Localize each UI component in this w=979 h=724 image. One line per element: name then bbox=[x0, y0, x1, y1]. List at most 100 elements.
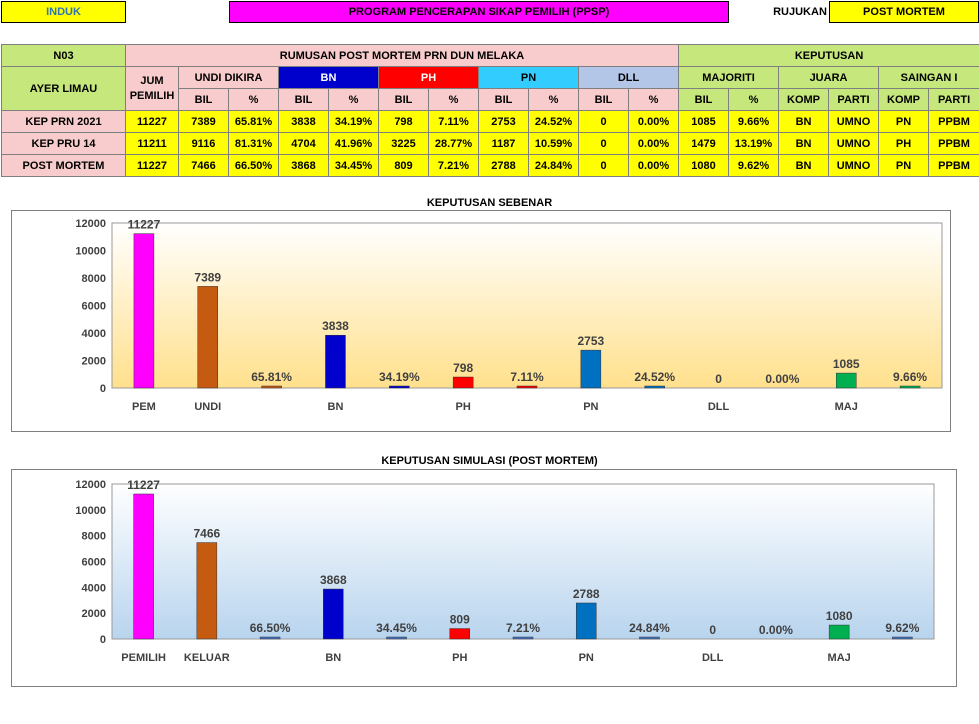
table-cell: 2753 bbox=[478, 110, 529, 133]
saingan-parti-header: PARTI bbox=[928, 88, 979, 111]
induk-button[interactable]: INDUK bbox=[1, 1, 126, 23]
bar-data-label: 11227 bbox=[127, 478, 160, 492]
category-label: BN bbox=[325, 652, 341, 664]
bar-data-label: 34.19% bbox=[379, 370, 420, 384]
saingan-komp-header: KOMP bbox=[878, 88, 930, 111]
chart-bar bbox=[639, 636, 660, 640]
table-cell: PPBM bbox=[928, 132, 979, 155]
table-cell: UMNO bbox=[828, 154, 880, 177]
y-tick-label: 12000 bbox=[75, 218, 106, 230]
table-cell: 66.50% bbox=[228, 154, 279, 177]
table-row: KEP PRN 2021 11227 7389 65.81% 3838 34.19% 798… bbox=[1, 110, 979, 133]
chart-simulasi: 0 2000 4000 6000 8000 10000 12000 11227 7466 66.5… bbox=[11, 469, 957, 687]
plot-area bbox=[111, 483, 935, 640]
table-cell: 81.31% bbox=[228, 132, 279, 155]
bar-data-label: 24.52% bbox=[634, 370, 675, 384]
table-cell: UMNO bbox=[828, 110, 880, 133]
table-cell: BN bbox=[778, 110, 830, 133]
undi-header: UNDI DIKIRA bbox=[178, 66, 279, 89]
category-label: PEMILIH bbox=[121, 652, 166, 664]
bar-data-label: 0 bbox=[715, 372, 722, 386]
table-cell: 11227 bbox=[125, 154, 179, 177]
table-cell: PPBM bbox=[928, 110, 979, 133]
table-cell: 1187 bbox=[478, 132, 529, 155]
y-tick-label: 8000 bbox=[82, 531, 106, 543]
table-cell: 34.45% bbox=[328, 154, 379, 177]
y-tick-label: 0 bbox=[100, 383, 106, 395]
bar-data-label: 1085 bbox=[833, 357, 860, 371]
chart-bar bbox=[386, 636, 407, 640]
chart-simulasi-svg: 0 2000 4000 6000 8000 10000 12000 11227 7466 66.5… bbox=[75, 478, 935, 664]
table-cell: 9.62% bbox=[728, 154, 780, 177]
category-label: KELUAR bbox=[184, 652, 230, 664]
bar-data-label: 66.50% bbox=[250, 621, 291, 635]
chart-bar bbox=[389, 385, 410, 389]
table-cell: 11211 bbox=[125, 132, 179, 155]
pn-header: PN bbox=[478, 66, 579, 89]
table-cell: 9116 bbox=[178, 132, 229, 155]
bar-data-label: 34.45% bbox=[376, 621, 417, 635]
table-cell: 798 bbox=[378, 110, 429, 133]
table-cell: 9.66% bbox=[728, 110, 780, 133]
bn-pct-header: % bbox=[328, 88, 379, 111]
maj-bil-header: BIL bbox=[678, 88, 730, 111]
jum-pemilih-header: JUM PEMILIH bbox=[125, 66, 179, 111]
bar-data-label: 3838 bbox=[322, 319, 349, 333]
table-cell: 809 bbox=[378, 154, 429, 177]
category-label: MAJ bbox=[835, 401, 858, 413]
decision-header: KEPUTUSAN bbox=[678, 44, 979, 67]
category-label: PN bbox=[579, 652, 594, 664]
table-cell: 1479 bbox=[678, 132, 730, 155]
bar-data-label: 0.00% bbox=[765, 372, 799, 386]
y-tick-label: 10000 bbox=[75, 505, 106, 517]
table-cell: 10.59% bbox=[528, 132, 579, 155]
juara-parti-header: PARTI bbox=[828, 88, 880, 111]
pn-bil-header: BIL bbox=[478, 88, 529, 111]
y-tick-label: 6000 bbox=[82, 301, 106, 313]
maj-pct-header: % bbox=[728, 88, 780, 111]
chart-bar bbox=[892, 636, 913, 640]
bar-data-label: 9.62% bbox=[885, 621, 919, 635]
bar-data-label: 9.66% bbox=[893, 370, 927, 384]
y-tick-label: 2000 bbox=[82, 356, 106, 368]
bar-data-label: 0 bbox=[709, 623, 716, 637]
table-cell: 0 bbox=[578, 132, 629, 155]
bar-data-label: 0.00% bbox=[759, 623, 793, 637]
ph-bil-header: BIL bbox=[378, 88, 429, 111]
chart-title-simulasi: KEPUTUSAN SIMULASI (POST MORTEM) bbox=[381, 455, 598, 467]
table-cell: 1085 bbox=[678, 110, 730, 133]
bar-data-label: 65.81% bbox=[251, 370, 292, 384]
bar-data-label: 809 bbox=[450, 613, 470, 627]
category-label: MAJ bbox=[828, 652, 851, 664]
table-cell: 7389 bbox=[178, 110, 229, 133]
chart-bar bbox=[575, 602, 597, 640]
bar-data-label: 11227 bbox=[128, 218, 161, 232]
bn-bil-header: BIL bbox=[278, 88, 329, 111]
chart-bar bbox=[899, 385, 921, 389]
table-cell: 7.11% bbox=[428, 110, 479, 133]
table-cell: 65.81% bbox=[228, 110, 279, 133]
rujukan-label: RUJUKAN bbox=[773, 6, 827, 18]
table-cell: 4704 bbox=[278, 132, 329, 155]
chart-sebenar: 0 2000 4000 6000 8000 10000 12000 11227 7389 65.8… bbox=[11, 210, 951, 432]
table-cell: 7466 bbox=[178, 154, 229, 177]
chart-sebenar-svg: 0 2000 4000 6000 8000 10000 12000 11227 7389 65.8… bbox=[75, 218, 943, 413]
bar-data-label: 7.11% bbox=[510, 370, 544, 384]
y-tick-label: 0 bbox=[100, 634, 106, 646]
chart-bar bbox=[323, 588, 344, 640]
post-mortem-button[interactable]: POST MORTEM bbox=[829, 1, 979, 23]
bar-data-label: 7466 bbox=[193, 527, 220, 541]
chart-bar bbox=[449, 628, 471, 640]
table-cell: 28.77% bbox=[428, 132, 479, 155]
row-label: KEP PRU 14 bbox=[1, 132, 126, 155]
table-cell: 2788 bbox=[478, 154, 529, 177]
chart-bar bbox=[828, 624, 850, 640]
table-cell: 3868 bbox=[278, 154, 329, 177]
bar-data-label: 1080 bbox=[826, 609, 853, 623]
plot-area bbox=[111, 222, 943, 389]
chart-bar bbox=[133, 233, 155, 389]
table-cell: BN bbox=[778, 154, 830, 177]
bar-data-label: 7389 bbox=[194, 270, 221, 284]
table-cell: 41.96% bbox=[328, 132, 379, 155]
undi-pct-header: % bbox=[228, 88, 279, 111]
